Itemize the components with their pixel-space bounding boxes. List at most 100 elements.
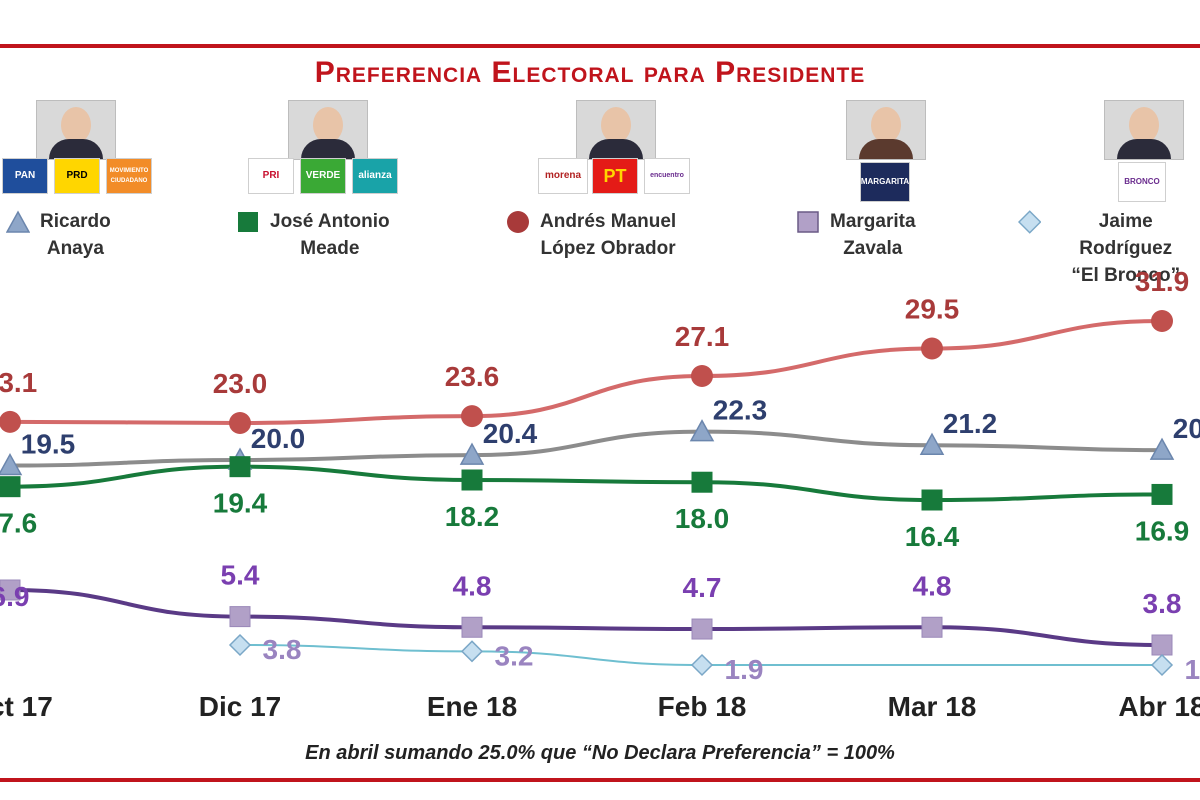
party-logo-alianza: alianza xyxy=(352,158,398,194)
data-label-anaya: 19.5 xyxy=(21,429,76,460)
x-tick-label: Oct 17 xyxy=(0,691,53,722)
data-point-amlo xyxy=(461,405,483,428)
data-point-meade xyxy=(0,476,21,498)
data-point-amlo xyxy=(691,365,713,388)
legend-name-line1: Jaime Rodríguez xyxy=(1079,211,1173,259)
data-label-amlo: 27.1 xyxy=(675,321,730,352)
x-tick-label: Ene 18 xyxy=(427,691,517,722)
data-label-meade: 18.0 xyxy=(675,503,730,534)
avatar-anaya xyxy=(36,100,116,160)
party-logo-morena: morena xyxy=(538,158,588,194)
party-logo-verde: VERDE xyxy=(300,158,346,194)
series-line-anaya xyxy=(9,429,1163,468)
series-line-meade xyxy=(9,464,1163,503)
data-point-zavala xyxy=(461,616,483,638)
data-label-bronco: 1.9 xyxy=(1185,654,1200,685)
data-label-meade: 16.9 xyxy=(1135,515,1190,546)
data-point-amlo xyxy=(1151,310,1173,332)
data-label-bronco: 3.8 xyxy=(263,634,302,665)
triangle-marker-icon xyxy=(6,210,30,233)
data-label-zavala: 5.4 xyxy=(221,560,260,591)
data-point-zavala xyxy=(921,616,943,638)
legend-name-line2: Meade xyxy=(300,238,360,259)
data-label-zavala: 4.8 xyxy=(913,570,952,601)
series-line-zavala xyxy=(9,588,1163,647)
data-point-bronco xyxy=(1150,653,1174,677)
legend-item-bronco: Jaime Rodríguez “El Bronco” xyxy=(1018,208,1200,289)
footnote: En abril sumando 25.0% que “No Declara P… xyxy=(305,742,895,764)
data-point-bronco xyxy=(690,653,714,677)
data-point-zavala xyxy=(691,618,713,640)
x-tick-label: Mar 18 xyxy=(888,691,977,722)
data-label-zavala: 4.7 xyxy=(683,572,722,603)
legend-name-line2: Anaya xyxy=(46,238,104,259)
data-label-anaya: 22.3 xyxy=(713,395,768,426)
circle-marker-icon xyxy=(507,211,529,233)
avatar-amlo xyxy=(576,100,656,160)
legend-name-line1: Margarita xyxy=(830,211,916,232)
avatar-bronco xyxy=(1104,100,1184,160)
party-logo-pri: PRI xyxy=(248,158,294,194)
data-label-zavala: 3.8 xyxy=(1143,588,1182,619)
data-point-bronco xyxy=(460,640,484,663)
legend-item-meade: José Antonio Meade xyxy=(236,208,390,262)
square-marker-icon xyxy=(797,211,819,233)
data-label-zavala: 6.9 xyxy=(0,581,29,612)
party-logo-pan: PAN xyxy=(2,158,48,194)
chart-title: Preferencia Electoral para Presidente xyxy=(314,56,866,89)
data-point-amlo xyxy=(921,337,943,360)
data-point-anaya xyxy=(0,452,23,476)
data-point-anaya xyxy=(919,432,945,455)
top-rule xyxy=(0,44,1200,48)
legend-item-anaya: Ricardo Anaya xyxy=(6,208,111,262)
party-logo-margarita: MARGARITA xyxy=(860,162,910,202)
legend-name-line1: Andrés Manuel xyxy=(540,211,677,232)
data-label-anaya: 20.8 xyxy=(1173,413,1200,444)
data-label-anaya: 20.4 xyxy=(483,418,538,449)
party-logo-encuentro: encuentro xyxy=(644,158,690,194)
data-label-amlo: 23.0 xyxy=(213,368,268,399)
data-point-zavala xyxy=(1151,634,1173,656)
legend-name-line2: López Obrador xyxy=(540,238,676,259)
legend-item-zavala: Margarita Zavala xyxy=(796,208,916,262)
data-point-anaya xyxy=(689,419,715,442)
data-point-meade xyxy=(1151,483,1173,505)
data-point-meade xyxy=(691,471,713,493)
x-tick-label: Abr 18 xyxy=(1118,691,1200,722)
data-point-meade xyxy=(229,456,251,478)
data-label-zavala: 4.8 xyxy=(453,570,492,601)
party-logo-pt: PT xyxy=(592,158,638,194)
bottom-rule xyxy=(0,778,1200,782)
data-label-bronco: 1.9 xyxy=(725,654,764,685)
data-point-meade xyxy=(921,489,943,511)
x-tick-label: Dic 17 xyxy=(199,691,282,722)
legend-name-line2: “El Bronco” xyxy=(1071,265,1181,286)
legend-name-line2: Zavala xyxy=(843,238,903,259)
party-logo-mc: MOVIMIENTO CIUDADANO xyxy=(106,158,152,194)
data-label-anaya: 20.0 xyxy=(251,423,306,454)
avatar-zavala xyxy=(846,100,926,160)
x-tick-label: Feb 18 xyxy=(658,691,747,722)
data-point-anaya xyxy=(459,442,485,465)
square-marker-icon xyxy=(238,212,258,232)
data-label-anaya: 21.2 xyxy=(943,408,998,439)
data-label-amlo: 23.1 xyxy=(0,367,37,398)
party-logo-prd: PRD xyxy=(54,158,100,194)
legend-item-amlo: Andrés Manuel López Obrador xyxy=(506,208,676,262)
series-line-amlo xyxy=(9,319,1163,426)
data-point-bronco xyxy=(228,633,252,657)
data-label-amlo: 23.6 xyxy=(445,361,500,392)
data-point-amlo xyxy=(0,410,21,433)
data-point-amlo xyxy=(229,412,251,434)
data-label-bronco: 3.2 xyxy=(495,640,534,671)
data-label-meade: 16.4 xyxy=(905,521,960,552)
party-logo-bronco: BRONCO xyxy=(1118,162,1166,202)
data-point-anaya xyxy=(1149,437,1175,460)
diamond-marker-icon xyxy=(1018,210,1042,234)
legend-name-line1: Ricardo xyxy=(40,211,111,232)
data-label-meade: 19.4 xyxy=(213,488,268,519)
data-point-zavala xyxy=(0,579,21,601)
data-label-meade: 18.2 xyxy=(445,501,500,532)
data-point-meade xyxy=(461,469,483,491)
